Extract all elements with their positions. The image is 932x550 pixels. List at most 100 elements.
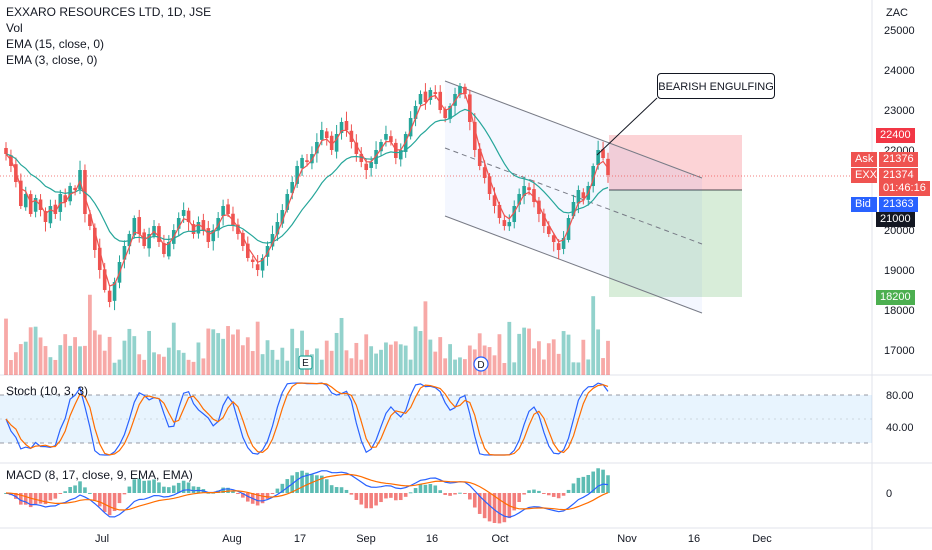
channel-upper-line[interactable] bbox=[444, 80, 703, 179]
macd-histogram-bar bbox=[542, 493, 546, 494]
stop-level-tag: 21000 bbox=[876, 212, 915, 227]
macd-histogram-bar bbox=[310, 474, 314, 493]
macd-histogram-bar bbox=[221, 487, 225, 493]
volume-bar bbox=[275, 359, 280, 375]
candle bbox=[112, 282, 117, 301]
candle bbox=[181, 210, 186, 216]
candle bbox=[379, 142, 383, 152]
earnings-badge[interactable]: E bbox=[298, 355, 313, 370]
macd-histogram-bar bbox=[546, 493, 551, 496]
volume-bar bbox=[517, 333, 522, 375]
volume-bar bbox=[58, 345, 63, 375]
ema15-legend[interactable]: EMA (15, close, 0) bbox=[6, 37, 105, 51]
candle bbox=[33, 198, 38, 212]
macd-legend[interactable]: MACD (8, 17, close, 9, EMA, EMA) bbox=[6, 468, 193, 482]
candle bbox=[512, 206, 517, 223]
macd-histogram-bar bbox=[359, 493, 364, 505]
candle bbox=[546, 226, 551, 234]
stoch-legend[interactable]: Stoch (10, 3, 3) bbox=[6, 384, 89, 398]
price-axis-tick: 17000 bbox=[884, 345, 915, 357]
short-position-profit-zone[interactable] bbox=[609, 190, 742, 297]
candle bbox=[433, 92, 438, 94]
macd-signal-line bbox=[5, 473, 609, 511]
volume-bar bbox=[502, 362, 507, 375]
volume-bar bbox=[28, 327, 33, 375]
macd-histogram-bar bbox=[260, 493, 265, 504]
price-axis-tick: 23000 bbox=[884, 105, 915, 117]
volume-bar bbox=[87, 294, 92, 375]
price-axis-tick: 24000 bbox=[884, 65, 915, 77]
short-position-loss-zone[interactable] bbox=[609, 135, 742, 190]
macd-histogram-bar bbox=[162, 486, 166, 493]
ema15-line bbox=[5, 108, 609, 244]
volume-bar bbox=[236, 329, 240, 375]
macd-histogram-bar bbox=[527, 490, 531, 493]
macd-histogram-bar bbox=[127, 486, 132, 493]
candle bbox=[53, 204, 58, 214]
candle bbox=[260, 258, 265, 271]
volume-bar bbox=[339, 317, 344, 375]
volume-bar bbox=[428, 339, 433, 375]
ask-price-tag: 21376 bbox=[879, 152, 918, 167]
candle bbox=[537, 200, 541, 214]
macd-histogram-bar bbox=[295, 472, 299, 493]
candle bbox=[458, 86, 462, 95]
macd-histogram-bar bbox=[241, 493, 245, 498]
volume-bar bbox=[561, 331, 566, 375]
vol-legend[interactable]: Vol bbox=[6, 21, 23, 35]
volume-bar bbox=[487, 347, 492, 375]
macd-histogram-bar bbox=[181, 480, 186, 493]
macd-histogram-bar bbox=[93, 493, 97, 500]
time-axis-tick: Nov bbox=[617, 533, 637, 545]
macd-histogram-bar bbox=[176, 482, 181, 493]
symbol-title[interactable]: EXXARO RESOURCES LTD, 1D, JSE bbox=[6, 5, 212, 19]
ask-label: Ask bbox=[851, 152, 877, 167]
volume-bars bbox=[4, 294, 610, 375]
dividend-badge-label: D bbox=[477, 360, 484, 371]
macd-histogram-bar bbox=[601, 469, 605, 493]
candle bbox=[241, 232, 245, 246]
channel-lower-line[interactable] bbox=[444, 215, 703, 314]
time-axis[interactable]: Jul Aug 17 Sep 16 Oct Nov 16 Dec bbox=[95, 533, 772, 545]
volume-bar bbox=[384, 342, 388, 375]
candle bbox=[507, 222, 512, 227]
ema3-legend[interactable]: EMA (3, close, 0) bbox=[6, 53, 98, 67]
volume-bar bbox=[453, 359, 457, 375]
volume-bar bbox=[606, 340, 610, 375]
legend-block: EXXARO RESOURCES LTD, 1D, JSE Vol EMA (1… bbox=[6, 4, 211, 68]
time-axis-tick: Oct bbox=[491, 533, 508, 545]
volume-bar bbox=[38, 337, 43, 375]
volume-bar bbox=[388, 344, 393, 375]
candle bbox=[196, 222, 201, 234]
candle bbox=[167, 242, 171, 257]
macd-histogram-bar bbox=[532, 489, 536, 493]
candle bbox=[162, 242, 166, 254]
candle bbox=[438, 91, 443, 110]
macd-histogram-bar bbox=[28, 493, 33, 508]
macd-histogram-bar bbox=[453, 493, 457, 495]
macd-histogram-bar bbox=[394, 493, 398, 501]
bearish-engulfing-callout[interactable]: BEARISH ENGULFING bbox=[657, 73, 775, 99]
macd-histogram-bar bbox=[398, 493, 403, 501]
macd-histogram-bar bbox=[78, 481, 82, 493]
dividend-badge[interactable]: D bbox=[473, 356, 489, 372]
candle bbox=[275, 222, 280, 235]
candle bbox=[591, 166, 595, 187]
volume-bar bbox=[349, 358, 354, 375]
macd-histogram-bar bbox=[329, 485, 334, 493]
macd-histogram-bar bbox=[265, 493, 270, 499]
macd-histogram-bar bbox=[418, 484, 423, 493]
macd-histogram-bar bbox=[112, 493, 117, 512]
volume-bar bbox=[23, 341, 28, 375]
volume-bar bbox=[107, 336, 112, 375]
volume-bar bbox=[314, 348, 319, 375]
macd-histogram-bar bbox=[384, 493, 388, 499]
last-price-tag: 21374 bbox=[879, 168, 918, 183]
volume-bar bbox=[571, 362, 576, 375]
stoch-d-line bbox=[5, 382, 609, 456]
candle bbox=[482, 167, 487, 178]
price-axis-tick: 25000 bbox=[884, 25, 915, 37]
macd-histogram-bar bbox=[403, 493, 408, 497]
macd-histogram-bar bbox=[236, 493, 240, 494]
